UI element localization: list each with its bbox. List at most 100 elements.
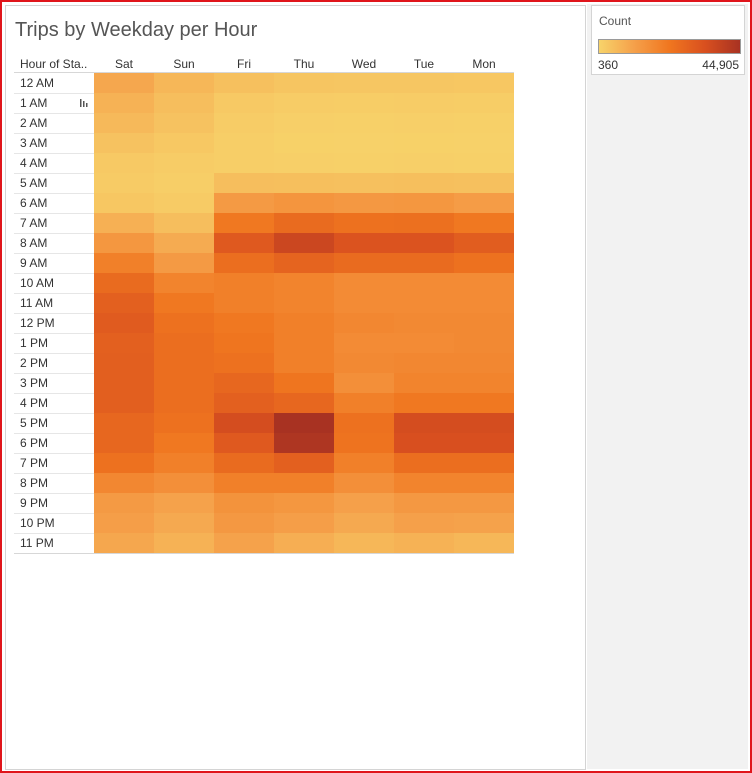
heatmap-cell[interactable] [274,433,334,453]
heatmap-cell[interactable] [214,353,274,373]
heatmap-cell[interactable] [274,273,334,293]
heatmap-cell[interactable] [454,293,514,313]
heatmap-cell[interactable] [214,133,274,153]
heatmap-cell[interactable] [214,473,274,493]
row-header-4-pm[interactable]: 4 PM [20,396,49,410]
heatmap-cell[interactable] [394,333,454,353]
heatmap-cell[interactable] [214,193,274,213]
heatmap-cell[interactable] [154,433,214,453]
heatmap-cell[interactable] [154,473,214,493]
row-field-header[interactable]: Hour of Sta.. [20,57,88,71]
heatmap-cell[interactable] [274,473,334,493]
heatmap-cell[interactable] [274,513,334,533]
heatmap-cell[interactable] [154,173,214,193]
heatmap-cell[interactable] [214,93,274,113]
heatmap-cell[interactable] [214,433,274,453]
heatmap-cell[interactable] [394,473,454,493]
heatmap-cell[interactable] [394,253,454,273]
row-header-5-pm[interactable]: 5 PM [20,416,49,430]
heatmap-cell[interactable] [454,233,514,253]
heatmap-cell[interactable] [94,233,154,253]
heatmap-cell[interactable] [274,73,334,93]
heatmap-cell[interactable] [394,133,454,153]
heatmap-cell[interactable] [394,413,454,433]
heatmap-cell[interactable] [214,153,274,173]
heatmap-cell[interactable] [154,293,214,313]
heatmap-cell[interactable] [214,173,274,193]
heatmap-cell[interactable] [454,413,514,433]
heatmap-cell[interactable] [214,493,274,513]
heatmap-cell[interactable] [394,193,454,213]
heatmap-cell[interactable] [154,313,214,333]
heatmap-cell[interactable] [94,453,154,473]
heatmap-cell[interactable] [334,193,394,213]
heatmap-cell[interactable] [154,193,214,213]
row-header-2-pm[interactable]: 2 PM [20,356,49,370]
heatmap-cell[interactable] [454,133,514,153]
heatmap-cell[interactable] [154,213,214,233]
heatmap-cell[interactable] [154,253,214,273]
heatmap-cell[interactable] [454,513,514,533]
heatmap-cell[interactable] [94,253,154,273]
heatmap-cell[interactable] [94,393,154,413]
heatmap-cell[interactable] [454,313,514,333]
heatmap-cell[interactable] [334,113,394,133]
heatmap-cell[interactable] [394,493,454,513]
heatmap-cell[interactable] [394,393,454,413]
heatmap-cell[interactable] [394,273,454,293]
heatmap-cell[interactable] [94,373,154,393]
heatmap-cell[interactable] [454,153,514,173]
heatmap-cell[interactable] [334,233,394,253]
row-header-2-am[interactable]: 2 AM [20,116,48,130]
heatmap-cell[interactable] [394,373,454,393]
heatmap-cell[interactable] [214,293,274,313]
heatmap-cell[interactable] [274,313,334,333]
heatmap-cell[interactable] [214,393,274,413]
heatmap-cell[interactable] [94,493,154,513]
heatmap-cell[interactable] [334,273,394,293]
heatmap-cell[interactable] [154,93,214,113]
heatmap-cell[interactable] [394,353,454,373]
heatmap-cell[interactable] [334,293,394,313]
row-header-12-am[interactable]: 12 AM [20,76,55,90]
heatmap-cell[interactable] [94,213,154,233]
row-header-4-am[interactable]: 4 AM [20,156,48,170]
heatmap-cell[interactable] [154,493,214,513]
heatmap-cell[interactable] [94,473,154,493]
row-header-10-am[interactable]: 10 AM [20,276,55,290]
heatmap-cell[interactable] [274,393,334,413]
heatmap-cell[interactable] [214,313,274,333]
heatmap-cell[interactable] [94,413,154,433]
column-header-mon[interactable]: Mon [472,57,496,71]
heatmap-cell[interactable] [274,293,334,313]
heatmap-cell[interactable] [394,533,454,553]
row-header-5-am[interactable]: 5 AM [20,176,48,190]
row-header-7-pm[interactable]: 7 PM [20,456,49,470]
heatmap-cell[interactable] [334,353,394,373]
row-header-6-pm[interactable]: 6 PM [20,436,49,450]
heatmap-cell[interactable] [274,373,334,393]
heatmap-cell[interactable] [214,73,274,93]
heatmap-cell[interactable] [454,353,514,373]
row-header-1-pm[interactable]: 1 PM [20,336,49,350]
heatmap-cell[interactable] [94,533,154,553]
heatmap-cell[interactable] [94,433,154,453]
sort-icon[interactable] [80,98,90,108]
heatmap-cell[interactable] [154,133,214,153]
heatmap-cell[interactable] [214,373,274,393]
heatmap-cell[interactable] [334,513,394,533]
heatmap-cell[interactable] [214,113,274,133]
heatmap-cell[interactable] [274,453,334,473]
heatmap-cell[interactable] [334,93,394,113]
heatmap-cell[interactable] [454,113,514,133]
row-header-12-pm[interactable]: 12 PM [20,316,55,330]
heatmap-cell[interactable] [274,353,334,373]
heatmap-cell[interactable] [274,533,334,553]
heatmap-cell[interactable] [94,113,154,133]
heatmap-cell[interactable] [274,193,334,213]
row-header-9-am[interactable]: 9 AM [20,256,48,270]
heatmap-cell[interactable] [454,393,514,413]
heatmap-cell[interactable] [394,313,454,333]
heatmap-cell[interactable] [394,153,454,173]
heatmap-cell[interactable] [154,153,214,173]
